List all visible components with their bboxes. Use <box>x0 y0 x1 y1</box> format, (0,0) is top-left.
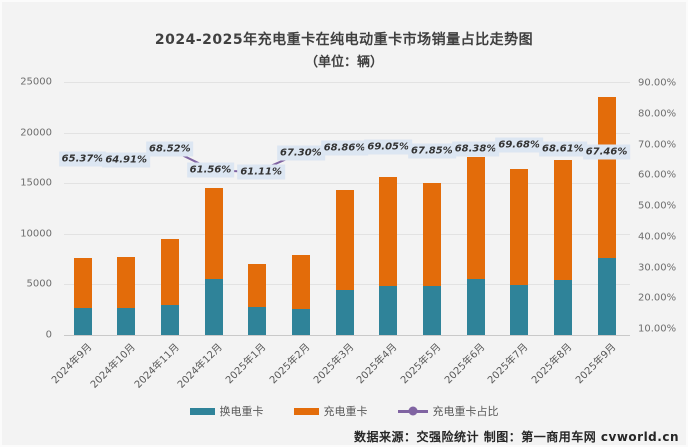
swap-truck-swatch-icon <box>189 407 215 415</box>
x-axis-tick: 2025年8月 <box>530 341 575 387</box>
bar-segment-swap <box>597 257 616 335</box>
charge-truck-swatch-icon <box>293 407 319 415</box>
bar-segment-swap <box>117 307 136 335</box>
gridline <box>64 82 630 83</box>
y-axis-right-tick: 60.00% <box>638 169 677 181</box>
bar-segment-swap <box>553 280 572 335</box>
ratio-value-label: 65.37% <box>58 151 107 167</box>
gridline <box>64 183 630 185</box>
ratio-value-label: 61.56% <box>186 162 235 178</box>
bar-segment-swap <box>291 308 310 335</box>
y-axis-right-tick: 40.00% <box>638 231 677 243</box>
x-axis-tick: 2025年3月 <box>311 341 357 387</box>
bar-segment-swap <box>510 284 529 335</box>
bar-segment-swap <box>248 307 267 335</box>
y-axis-left-tick: 0 <box>45 329 52 341</box>
y-axis-left-tick: 5000 <box>26 278 52 290</box>
ratio-value-label: 67.46% <box>582 144 631 160</box>
x-axis-tick: 2025年9月 <box>573 341 619 387</box>
legend-item-swap: 换电重卡 <box>189 403 264 419</box>
y-axis-right-tick: 70.00% <box>638 139 677 150</box>
x-axis-tick: 2025年1月 <box>224 341 269 387</box>
y-axis-left-tick: 20000 <box>20 127 52 139</box>
bar-segment-swap <box>379 286 398 335</box>
bar-segment-swap <box>204 278 223 335</box>
y-axis-right-tick: 80.00% <box>638 108 677 120</box>
bar-segment-charge <box>597 97 616 258</box>
x-axis-tick: 2025年4月 <box>355 341 400 387</box>
bar-segment-charge <box>204 188 223 279</box>
x-axis-tick: 2025年5月 <box>399 341 444 387</box>
x-axis-tick: 2024年11月 <box>132 341 182 391</box>
y-axis-left-tick: 15000 <box>20 177 52 189</box>
x-axis-tick: 2025年2月 <box>268 341 313 387</box>
chart-title: 2024-2025年充电重卡在纯电动重卡市场销量占比走势图 <box>154 32 534 48</box>
ratio-value-label: 68.86% <box>320 140 369 156</box>
bar-segment-charge <box>466 156 485 279</box>
bar-segment-charge <box>379 177 398 287</box>
y-axis-left-tick: 10000 <box>20 228 52 240</box>
ratio-value-label: 68.52% <box>146 141 194 157</box>
bar-segment-swap <box>335 289 354 335</box>
x-axis-tick: 2025年6月 <box>442 341 488 387</box>
bar-segment-swap <box>73 308 92 335</box>
bar-segment-swap <box>422 286 441 335</box>
y-axis-right-tick: 20.00% <box>638 292 677 304</box>
ratio-value-label: 68.61% <box>539 141 587 157</box>
bar-segment-charge <box>553 159 572 281</box>
bar-segment-charge <box>291 255 310 309</box>
legend-label-charge: 充电重卡 <box>323 405 368 418</box>
x-axis-tick: 2024年12月 <box>176 341 226 391</box>
y-axis-left-tick: 25000 <box>20 76 52 88</box>
ratio-line-marker-icon <box>397 406 428 416</box>
ratio-value-label: 69.05% <box>364 139 413 155</box>
y-axis-right-tick: 90.00% <box>638 77 677 89</box>
legend-label-ratio: 充电重卡占比 <box>432 405 499 418</box>
bar-segment-swap <box>466 278 485 335</box>
ratio-value-label: 69.68% <box>495 137 544 153</box>
bar-segment-charge <box>422 183 441 287</box>
y-axis-right-tick: 30.00% <box>638 262 677 273</box>
ratio-value-label: 61.11% <box>237 164 285 180</box>
bar-segment-charge <box>248 264 267 308</box>
ratio-value-label: 67.30% <box>277 145 325 161</box>
bar-segment-charge <box>160 238 179 305</box>
bar-segment-charge <box>73 258 92 309</box>
gridline <box>64 132 630 134</box>
ratio-value-label: 67.85% <box>408 143 456 159</box>
bar-segment-charge <box>117 257 136 308</box>
x-axis-tick: 2024年10月 <box>88 341 138 391</box>
legend-item-charge: 充电重卡 <box>293 403 368 419</box>
bar-segment-charge <box>335 190 354 290</box>
bar-segment-charge <box>510 169 529 285</box>
legend-item-ratio: 充电重卡占比 <box>397 403 499 419</box>
x-axis-tick: 2025年7月 <box>486 341 531 387</box>
chart-subtitle: （单位：辆） <box>304 55 383 70</box>
ratio-value-label: 64.91% <box>102 152 150 168</box>
y-axis-right-tick: 50.00% <box>638 200 677 212</box>
legend: 换电重卡 充电重卡 充电重卡占比 <box>2 403 686 419</box>
ratio-value-label: 68.38% <box>451 141 500 157</box>
footer-source-credit: 数据来源：交强险统计 制图：第一商用车网 cvworld.cn <box>354 430 679 444</box>
y-axis-right-tick: 10.00% <box>638 323 677 335</box>
bar-segment-swap <box>160 304 179 335</box>
x-axis-line <box>64 335 630 336</box>
legend-label-swap: 换电重卡 <box>219 405 264 418</box>
